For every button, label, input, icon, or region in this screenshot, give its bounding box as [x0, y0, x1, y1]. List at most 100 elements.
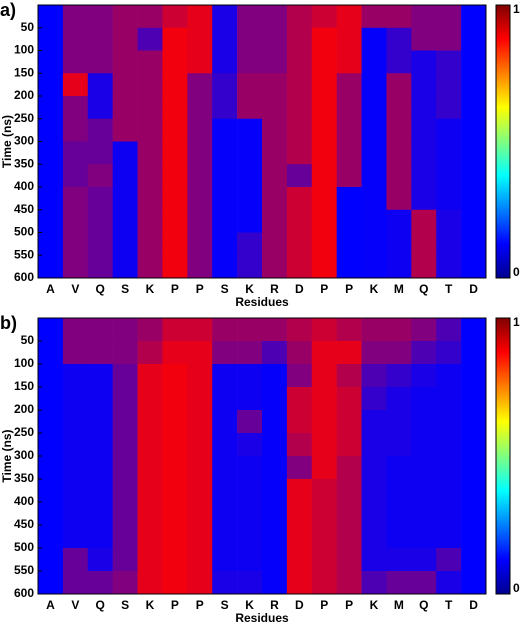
heatmap-cell	[461, 96, 487, 120]
heatmap-cell	[187, 341, 213, 365]
heatmap-cell	[286, 502, 313, 526]
heatmap-cell	[137, 255, 163, 279]
heatmap-cell	[237, 479, 263, 503]
y-tick-label: 250	[14, 425, 34, 439]
heatmap-cell	[361, 187, 387, 211]
heatmap-cell	[187, 73, 213, 97]
heatmap-cell	[262, 318, 288, 342]
heatmap-cell	[162, 502, 188, 526]
heatmap-cell	[436, 118, 462, 142]
heatmap-cell	[62, 27, 89, 51]
heatmap-cell	[212, 479, 238, 503]
heatmap-cell	[386, 387, 412, 411]
heatmap-cell	[87, 209, 113, 233]
heatmap-cell	[262, 502, 288, 526]
heatmap-cell	[286, 5, 313, 29]
heatmap-cell	[311, 73, 337, 97]
heatmap-cell	[38, 318, 64, 342]
heatmap-cell	[162, 187, 188, 211]
y-tick-label: 300	[14, 134, 34, 148]
heatmap-cell	[262, 27, 288, 51]
heatmap-cell	[361, 479, 387, 503]
heatmap-cell	[87, 502, 113, 526]
heatmap-cell	[212, 73, 238, 97]
heatmap-cell	[461, 164, 487, 188]
heatmap-cell	[87, 548, 113, 572]
heatmap-cell	[436, 341, 462, 365]
heatmap-cell	[137, 525, 163, 549]
x-tick-label: Q	[419, 598, 428, 612]
heatmap-cell	[286, 571, 313, 595]
x-tick-label: D	[469, 598, 478, 612]
heatmap-cell	[336, 141, 362, 165]
y-axis-label: Time (ns)	[0, 429, 14, 482]
heatmap-cell	[62, 232, 89, 256]
heatmap-cell	[386, 27, 412, 51]
y-tick-label: 200	[14, 88, 34, 102]
heatmap-cell	[461, 433, 487, 457]
heatmap-cell	[237, 318, 263, 342]
heatmap-cell	[286, 479, 313, 503]
heatmap-cell	[212, 364, 238, 388]
heatmap-cell	[237, 548, 263, 572]
heatmap-cell	[38, 96, 64, 120]
heatmap-cell	[137, 187, 163, 211]
heatmap-cell	[112, 209, 138, 233]
heatmap-cell	[336, 410, 362, 434]
heatmap-cell	[162, 27, 188, 51]
heatmap-cell	[286, 341, 313, 365]
heatmap-cell	[38, 433, 64, 457]
heatmap-cell	[212, 118, 238, 142]
heatmap-cell	[386, 5, 412, 29]
heatmap-cell	[87, 456, 113, 480]
y-tick-label: 300	[14, 448, 34, 462]
heatmap-cell	[187, 232, 213, 256]
heatmap-cell	[411, 73, 437, 97]
heatmap-cell	[336, 364, 362, 388]
heatmap-cell	[162, 164, 188, 188]
heatmap-cell	[62, 341, 89, 365]
heatmap-cell	[461, 141, 487, 165]
heatmap-cell	[38, 232, 64, 256]
heatmap-cell	[38, 50, 64, 74]
heatmap-cell	[336, 341, 362, 365]
heatmap-cell	[38, 255, 64, 279]
heatmap-cell	[361, 118, 387, 142]
heatmap-cell	[262, 73, 288, 97]
heatmap-cell	[38, 73, 64, 97]
heatmap-cell	[62, 73, 89, 97]
x-tick-label: P	[345, 598, 353, 612]
heatmap-cell	[87, 164, 113, 188]
heatmap-cell	[336, 209, 362, 233]
heatmap-cell	[237, 456, 263, 480]
heatmap-cell	[361, 50, 387, 74]
x-tick-label: K	[370, 598, 379, 612]
heatmap-cell	[361, 141, 387, 165]
heatmap-cell	[137, 5, 163, 29]
heatmap-cell	[411, 341, 437, 365]
y-tick-label: 500	[14, 540, 34, 554]
heatmap-cell	[38, 525, 64, 549]
heatmap-cell	[237, 433, 263, 457]
heatmap-cell	[62, 187, 89, 211]
heatmap-cell	[62, 118, 89, 142]
heatmap-cell	[237, 164, 263, 188]
heatmap-cell	[336, 232, 362, 256]
heatmap-cell	[336, 433, 362, 457]
heatmap-cell	[361, 387, 387, 411]
heatmap-cell	[361, 525, 387, 549]
heatmap-cell	[436, 96, 462, 120]
heatmap-cell	[87, 364, 113, 388]
heatmap-cell	[436, 571, 462, 595]
heatmap-cell	[336, 96, 362, 120]
heatmap-cell	[187, 433, 213, 457]
heatmap-cell	[237, 96, 263, 120]
heatmap-cell	[461, 27, 487, 51]
heatmap-cell	[311, 525, 337, 549]
heatmap-cell	[461, 410, 487, 434]
heatmap-cell	[112, 118, 138, 142]
heatmap-cell	[411, 387, 437, 411]
x-tick-label: D	[295, 598, 304, 612]
heatmap-cell	[187, 50, 213, 74]
heatmap-cell	[336, 502, 362, 526]
